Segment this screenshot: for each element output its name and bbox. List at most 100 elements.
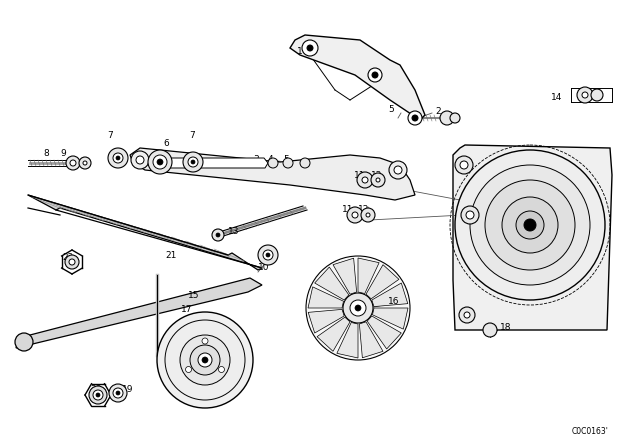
Circle shape: [440, 111, 454, 125]
Text: 8: 8: [43, 150, 49, 159]
Circle shape: [347, 207, 363, 223]
Polygon shape: [158, 158, 268, 168]
Circle shape: [136, 156, 144, 164]
Text: C0C0163': C0C0163': [571, 427, 608, 436]
Circle shape: [113, 388, 123, 398]
Circle shape: [306, 256, 410, 360]
Text: 17: 17: [181, 306, 193, 314]
Circle shape: [302, 40, 318, 56]
Circle shape: [371, 173, 385, 187]
Text: 2: 2: [435, 108, 440, 116]
Circle shape: [198, 353, 212, 367]
Circle shape: [455, 150, 605, 300]
Circle shape: [524, 219, 536, 231]
Circle shape: [394, 166, 402, 174]
Circle shape: [368, 68, 382, 82]
Polygon shape: [358, 258, 379, 293]
Circle shape: [502, 197, 558, 253]
Circle shape: [109, 384, 127, 402]
Circle shape: [483, 323, 497, 337]
Circle shape: [355, 305, 361, 311]
Circle shape: [461, 206, 479, 224]
Circle shape: [216, 233, 220, 237]
Circle shape: [108, 148, 128, 168]
Text: 6: 6: [163, 138, 169, 147]
Text: 15: 15: [188, 292, 200, 301]
Circle shape: [362, 177, 368, 183]
Circle shape: [459, 307, 475, 323]
Circle shape: [466, 211, 474, 219]
Circle shape: [157, 159, 163, 165]
Polygon shape: [372, 308, 408, 329]
Circle shape: [202, 338, 208, 344]
Polygon shape: [130, 148, 415, 200]
Text: 7: 7: [107, 132, 113, 141]
Text: 11: 11: [342, 206, 353, 215]
Polygon shape: [28, 195, 262, 270]
Circle shape: [15, 333, 33, 351]
Text: 19: 19: [122, 385, 134, 395]
Text: 22: 22: [62, 253, 73, 262]
Text: 1: 1: [297, 47, 303, 56]
Text: 21: 21: [165, 251, 177, 260]
Circle shape: [408, 111, 422, 125]
Circle shape: [266, 253, 270, 257]
Circle shape: [352, 212, 358, 218]
Circle shape: [460, 161, 468, 169]
Circle shape: [202, 357, 208, 363]
Circle shape: [191, 160, 195, 164]
Circle shape: [268, 158, 278, 168]
Circle shape: [186, 366, 191, 372]
Circle shape: [376, 178, 380, 182]
Text: 5: 5: [283, 155, 289, 164]
Polygon shape: [16, 278, 262, 348]
Text: 4: 4: [268, 155, 274, 164]
Text: 7: 7: [189, 132, 195, 141]
Polygon shape: [372, 283, 408, 306]
Circle shape: [89, 386, 107, 404]
Polygon shape: [453, 145, 612, 330]
Circle shape: [357, 172, 373, 188]
Circle shape: [66, 156, 80, 170]
Text: 18: 18: [500, 323, 511, 332]
Circle shape: [343, 293, 373, 323]
Circle shape: [165, 320, 245, 400]
Circle shape: [307, 45, 313, 51]
Circle shape: [79, 157, 91, 169]
Circle shape: [148, 150, 172, 174]
Circle shape: [464, 312, 470, 318]
Circle shape: [83, 161, 87, 165]
Polygon shape: [367, 316, 401, 349]
Circle shape: [389, 161, 407, 179]
Circle shape: [361, 208, 375, 222]
Text: 10: 10: [258, 263, 269, 272]
Text: 16: 16: [388, 297, 399, 306]
Circle shape: [372, 72, 378, 78]
Text: 3: 3: [253, 155, 259, 164]
Circle shape: [153, 155, 167, 169]
Circle shape: [69, 259, 75, 265]
Circle shape: [113, 153, 123, 163]
Circle shape: [183, 152, 203, 172]
Polygon shape: [366, 265, 399, 299]
Circle shape: [190, 345, 220, 375]
Polygon shape: [308, 310, 344, 333]
Text: 9: 9: [60, 150, 66, 159]
Circle shape: [218, 366, 225, 372]
Circle shape: [131, 151, 149, 169]
Text: 13: 13: [228, 228, 239, 237]
Circle shape: [116, 391, 120, 395]
Circle shape: [212, 229, 224, 241]
Circle shape: [116, 156, 120, 160]
Circle shape: [350, 300, 366, 316]
Circle shape: [300, 158, 310, 168]
Circle shape: [577, 87, 593, 103]
Polygon shape: [315, 267, 349, 300]
Circle shape: [93, 390, 103, 400]
Text: 12: 12: [358, 206, 369, 215]
Circle shape: [188, 157, 198, 167]
Text: 12: 12: [371, 171, 382, 180]
Circle shape: [485, 180, 575, 270]
Circle shape: [470, 165, 590, 285]
Circle shape: [366, 213, 370, 217]
